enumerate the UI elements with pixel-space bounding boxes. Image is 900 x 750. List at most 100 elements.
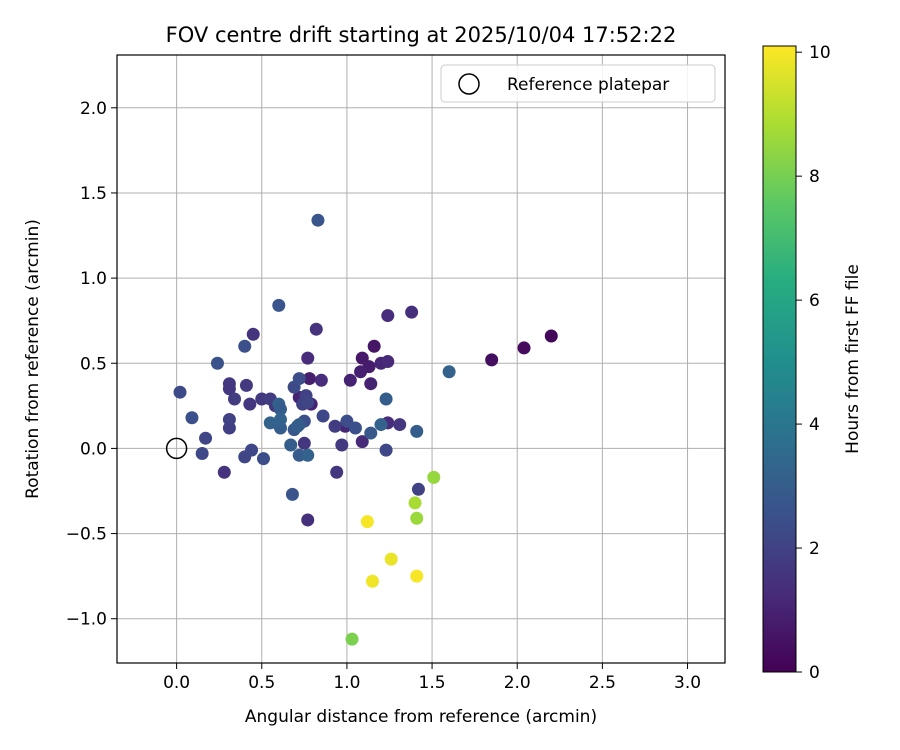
x-tick-label: 2.0 [504, 673, 531, 693]
colorbar-frame [762, 45, 797, 673]
data-point [243, 397, 257, 411]
data-point [408, 496, 422, 510]
data-point [345, 632, 359, 646]
data-point [364, 426, 378, 440]
y-axis-label: Rotation from reference (arcmin) [23, 219, 43, 499]
data-point [222, 412, 236, 426]
data-point [256, 452, 270, 466]
data-point [210, 356, 224, 370]
data-point [364, 377, 378, 391]
data-point [284, 438, 298, 452]
data-point [292, 372, 306, 386]
plot-frame [116, 54, 726, 664]
y-tick-label: 1.5 [80, 184, 107, 204]
data-point [228, 392, 242, 406]
data-point [427, 470, 441, 484]
reference-marker [165, 437, 188, 460]
data-point [217, 465, 231, 479]
data-point [195, 447, 209, 461]
colorbar-tick-label: 2 [809, 539, 820, 559]
colorbar-gradient [763, 46, 796, 672]
data-point [343, 373, 357, 387]
colorbar-tick-label: 8 [809, 167, 820, 187]
data-point [381, 309, 395, 323]
data-points [173, 213, 558, 646]
data-point [335, 438, 349, 452]
y-tick-label: 0.5 [80, 354, 107, 374]
data-point [301, 395, 315, 409]
data-point [379, 392, 393, 406]
data-point [367, 339, 381, 353]
data-point [263, 416, 277, 430]
x-axis-ticks: 0.0 0.5 1.0 1.5 2.0 2.5 3.0 [163, 663, 701, 693]
data-point [410, 511, 424, 525]
legend-box [440, 64, 716, 103]
colorbar-label: Hours from first FF file [843, 264, 863, 454]
x-tick-label: 0.5 [248, 673, 275, 693]
colorbar-tick-label: 0 [809, 663, 820, 683]
colorbar-tick-label: 4 [809, 415, 820, 435]
y-tick-label: −1.0 [66, 610, 107, 630]
data-point [393, 418, 407, 432]
data-point [302, 372, 316, 386]
y-axis-ticks: −1.0 −0.5 0.0 0.5 1.0 1.5 2.0 [66, 99, 117, 630]
data-point [309, 322, 323, 336]
x-tick-label: 2.5 [589, 673, 616, 693]
data-point [291, 419, 305, 433]
x-tick-label: 1.5 [419, 673, 446, 693]
data-point [173, 385, 187, 399]
data-point [355, 435, 369, 449]
data-point [245, 443, 259, 457]
data-point [239, 378, 253, 392]
data-point [379, 443, 393, 457]
data-point [410, 569, 424, 583]
x-tick-label: 1.0 [333, 673, 360, 693]
data-point [544, 329, 558, 343]
data-point [517, 341, 531, 355]
data-point [301, 351, 315, 365]
data-point [384, 552, 398, 566]
colorbar: 0 2 4 6 8 10 Hours from first FF file [762, 43, 863, 683]
data-point [442, 365, 456, 379]
data-point [238, 339, 252, 353]
data-point [485, 353, 499, 367]
legend-label: Reference platepar [507, 75, 669, 95]
data-point [354, 365, 368, 379]
y-tick-label: 0.0 [80, 439, 107, 459]
y-tick-label: 1.0 [80, 269, 107, 289]
data-point [411, 482, 425, 496]
data-point [328, 419, 342, 433]
data-point [348, 421, 362, 435]
data-point [301, 513, 315, 527]
data-point [374, 418, 388, 432]
data-point [199, 431, 213, 445]
x-tick-label: 3.0 [674, 673, 701, 693]
data-point [246, 327, 260, 341]
data-point [405, 305, 419, 319]
data-point [185, 411, 199, 425]
data-point [273, 412, 287, 426]
colorbar-ticks: 0 2 4 6 8 10 [796, 43, 831, 683]
data-point [311, 213, 325, 227]
y-tick-label: −0.5 [66, 525, 107, 545]
data-point [330, 465, 344, 479]
data-point [297, 436, 311, 450]
reference-platepar-point [165, 437, 188, 460]
data-point [273, 402, 287, 416]
chart-title: FOV centre drift starting at 2025/10/04 … [166, 23, 677, 47]
legend-reference-marker [458, 73, 480, 95]
x-axis-label: Angular distance from reference (arcmin) [245, 707, 597, 727]
colorbar-tick-label: 10 [809, 43, 831, 63]
data-point [301, 448, 315, 462]
data-point [285, 487, 299, 501]
legend: Reference platepar [440, 64, 716, 103]
x-tick-label: 0.0 [163, 673, 190, 693]
colorbar-tick-label: 6 [809, 291, 820, 311]
data-point [365, 574, 379, 588]
data-point [360, 515, 374, 529]
data-point [222, 382, 236, 396]
data-point [316, 409, 330, 423]
data-point [272, 298, 286, 312]
data-point [410, 424, 424, 438]
